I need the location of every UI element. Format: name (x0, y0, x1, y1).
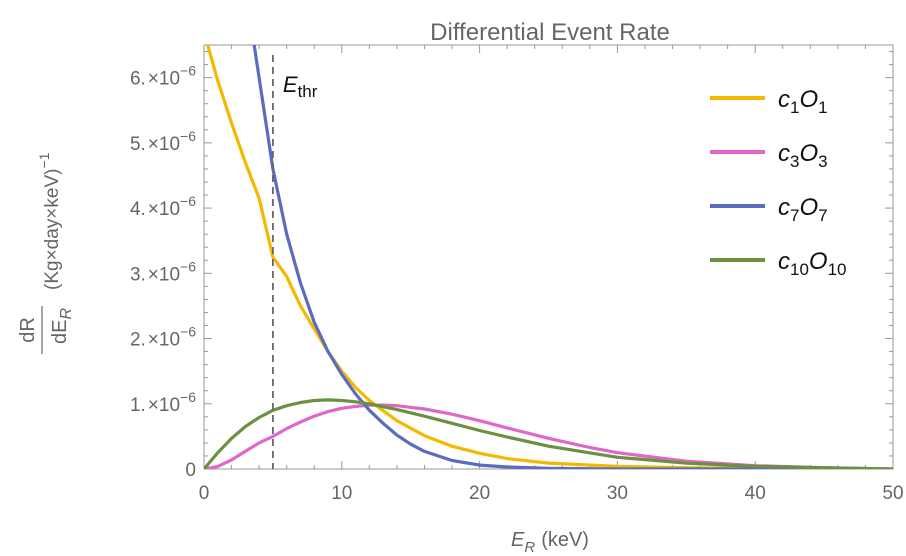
x-tick-label: 50 (882, 483, 903, 504)
x-tick-label: 40 (745, 483, 766, 504)
svg-text:dER: dER (49, 308, 75, 344)
series-layer (204, 45, 893, 469)
legend-label-c10O10: c10O10 (778, 248, 847, 279)
y-tick-label: 3. ×10−6 (130, 258, 196, 285)
y-tick-label: 4. ×10−6 (130, 193, 196, 220)
x-axis-label: ER (keV) (511, 529, 589, 556)
y-tick-label: 2. ×10−6 (130, 324, 196, 351)
x-tick-label: 20 (469, 483, 490, 504)
x-tick-label: 0 (199, 483, 210, 504)
legend-label-c7O7: c7O7 (778, 194, 828, 225)
svg-text:(Kg×day×keV)−1: (Kg×day×keV)−1 (36, 152, 63, 290)
y-tick-label: 1. ×10−6 (130, 389, 196, 416)
y-label-unit: (Kg×day×keV) (42, 169, 63, 290)
x-tick-label: 30 (607, 483, 628, 504)
x-tick-label: 10 (331, 483, 352, 504)
svg-text:dR: dR (17, 317, 39, 343)
series-line-c7O7 (252, 45, 893, 469)
tick-marks (203, 45, 894, 470)
series-line-c3O3 (204, 403, 893, 469)
y-tick-label: 6. ×10−6 (130, 63, 196, 90)
series-line-c10O10 (204, 398, 893, 469)
series-line-c1O1 (206, 45, 893, 469)
chart-title: Differential Event Rate (430, 19, 670, 46)
threshold-label: Ethr (283, 72, 318, 101)
y-tick-label: 0 (185, 460, 196, 481)
y-tick-label: 5. ×10−6 (130, 128, 196, 155)
legend: c1O1 c3O3 c7O7 c10O10 (710, 86, 847, 279)
x-tick-labels: 0 10 20 30 40 50 (199, 483, 904, 504)
y-label-denominator: dE (49, 320, 71, 344)
y-axis-label: dR dER (Kg×day×keV)−1 (17, 152, 75, 354)
legend-label-c3O3: c3O3 (778, 140, 828, 171)
y-label-numerator: dR (17, 317, 39, 343)
legend-label-c1O1: c1O1 (778, 86, 828, 117)
y-tick-labels: 0 1. ×10−6 2. ×10−6 3. ×10−6 4. ×10−6 5. ×10−6 6. ×1… (130, 63, 196, 481)
